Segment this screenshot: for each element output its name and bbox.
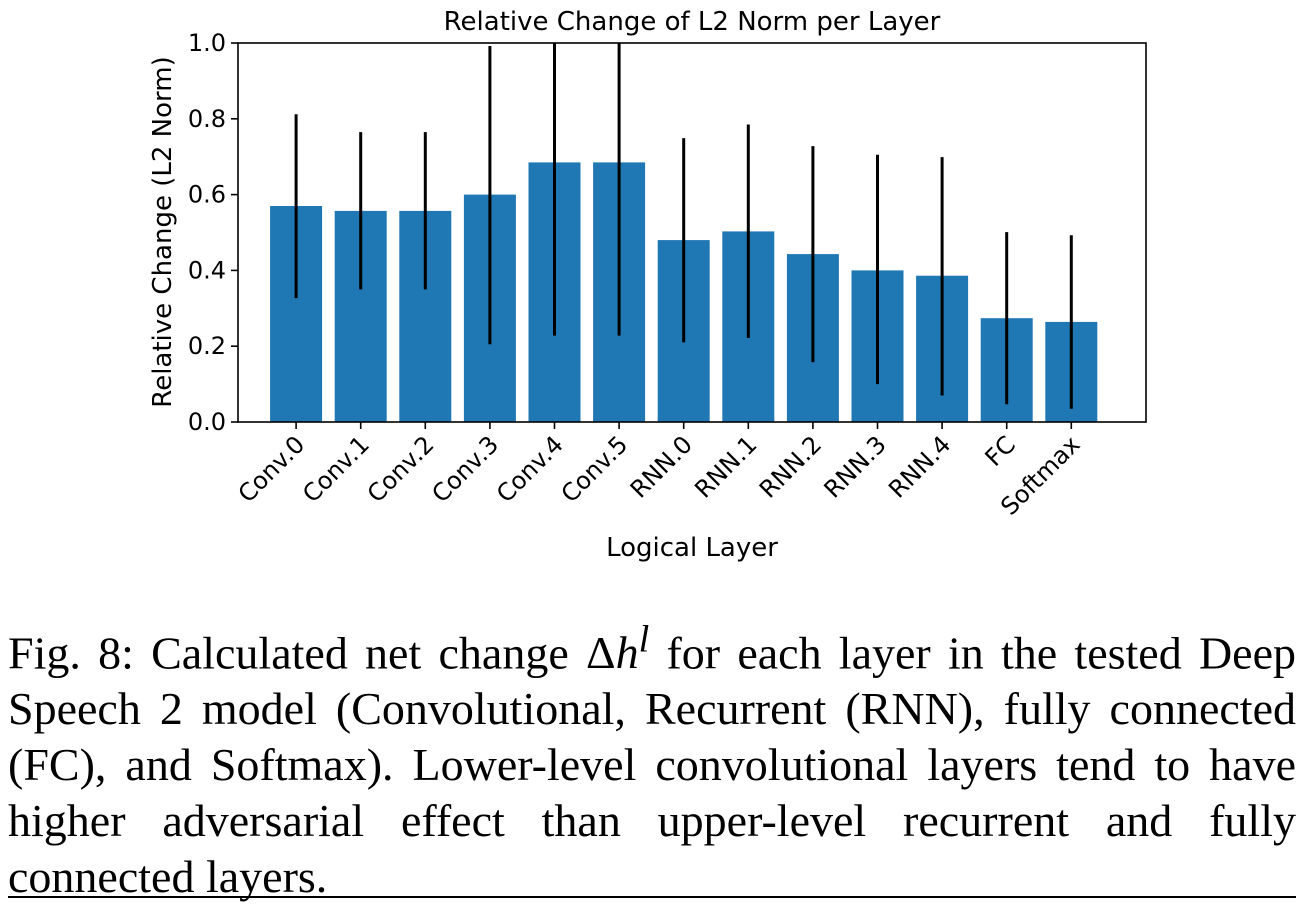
x-tick-label: Conv.0	[233, 430, 311, 508]
x-tick-label: Conv.4	[491, 430, 569, 508]
math-superscript: l	[638, 619, 650, 661]
x-tick-label: RNN.4	[883, 430, 956, 503]
y-tick-label: 0.8	[188, 105, 226, 133]
x-tick-label: RNN.0	[625, 430, 698, 503]
x-tick-label: RNN.1	[689, 430, 762, 503]
x-tick-label: Conv.2	[362, 430, 440, 508]
x-tick-label: Conv.3	[426, 430, 504, 508]
y-tick-label: 0.2	[188, 332, 226, 360]
y-tick-label: 0.0	[188, 408, 226, 436]
y-tick-label: 1.0	[188, 29, 226, 57]
y-tick-label: 0.4	[188, 256, 226, 284]
x-tick-label: Conv.5	[556, 430, 634, 508]
x-axis: Conv.0Conv.1Conv.2Conv.3Conv.4Conv.5RNN.…	[233, 422, 1086, 521]
errorbars-layer	[294, 43, 1073, 409]
math-variable: h	[615, 627, 639, 679]
figure-caption: Fig. 8: Calculated net change Δhl for ea…	[8, 612, 1296, 905]
x-tick-label: Conv.1	[297, 430, 375, 508]
caption-text-before: Calculated net change	[151, 627, 569, 679]
bottom-rule	[8, 896, 1296, 898]
x-axis-label: Logical Layer	[606, 533, 778, 563]
bar-chart: Relative Change of L2 Norm per Layer 0.0…	[148, 7, 1147, 563]
math-delta: Δ	[585, 627, 616, 679]
x-tick-label: RNN.2	[754, 430, 827, 503]
y-tick-label: 0.6	[188, 181, 226, 209]
figure-label: Fig. 8:	[8, 627, 134, 679]
y-axis-label: Relative Change (L2 Norm)	[148, 56, 178, 407]
chart-title: Relative Change of L2 Norm per Layer	[444, 7, 941, 37]
x-tick-label: RNN.3	[819, 430, 892, 503]
caption-text-after: for each layer in the tested Deep Speech…	[8, 627, 1296, 903]
x-tick-label: FC	[980, 430, 1021, 471]
plot-frame	[237, 42, 1147, 423]
y-axis: 0.0 0.2 0.4 0.6 0.8 1.0	[188, 29, 238, 436]
math-expression: Δhl	[585, 619, 649, 679]
